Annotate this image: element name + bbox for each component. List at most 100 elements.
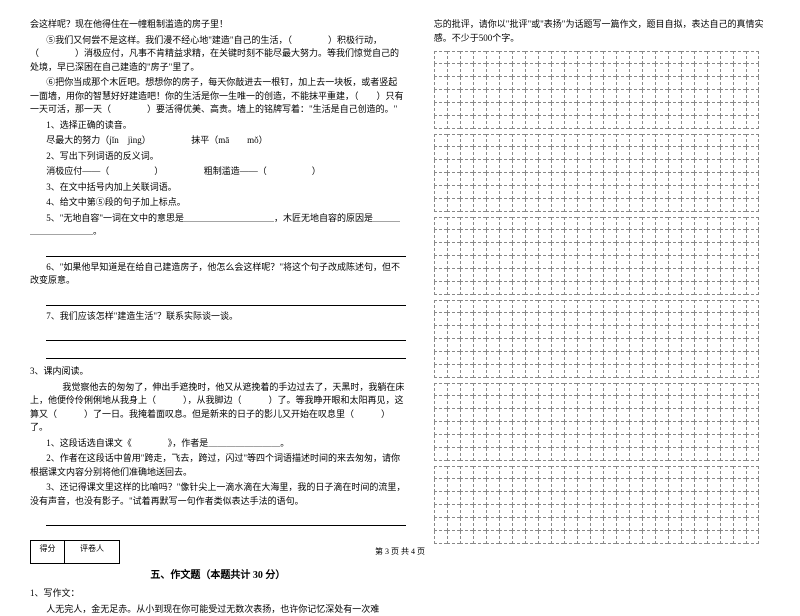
grid-cell	[551, 518, 564, 531]
grid-cell	[733, 173, 746, 186]
grid-cell	[460, 448, 473, 461]
grid-cell	[551, 531, 564, 544]
grid-cell	[707, 90, 720, 103]
grid-cell	[603, 147, 616, 160]
grid-cell	[499, 505, 512, 518]
grid-row	[434, 448, 770, 461]
grid-cell	[603, 217, 616, 230]
grid-cell	[655, 531, 668, 544]
grid-cell	[681, 256, 694, 269]
grid-cell	[616, 383, 629, 396]
grid-row	[434, 64, 770, 77]
grid-cell	[486, 396, 499, 409]
grid-cell	[499, 64, 512, 77]
grid-cell	[525, 531, 538, 544]
grid-cell	[434, 103, 447, 116]
grid-cell	[486, 313, 499, 326]
grid-cell	[616, 199, 629, 212]
grid-cell	[499, 422, 512, 435]
grid-cell	[720, 531, 733, 544]
grid-row	[434, 365, 770, 378]
grid-cell	[460, 230, 473, 243]
grid-cell	[434, 256, 447, 269]
grid-cell	[577, 422, 590, 435]
grid-cell	[629, 365, 642, 378]
grid-cell	[499, 90, 512, 103]
grid-cell	[512, 313, 525, 326]
grid-cell	[681, 269, 694, 282]
grid-cell	[499, 326, 512, 339]
grid-cell	[642, 479, 655, 492]
grid-cell	[746, 409, 759, 422]
grid-cell	[525, 64, 538, 77]
grid-cell	[525, 492, 538, 505]
grid-cell	[486, 518, 499, 531]
grid-row	[434, 339, 770, 352]
grid-cell	[642, 505, 655, 518]
grid-cell	[499, 116, 512, 129]
grid-cell	[512, 64, 525, 77]
grid-cell	[486, 339, 499, 352]
grid-cell	[551, 243, 564, 256]
grid-cell	[629, 173, 642, 186]
grid-cell	[629, 352, 642, 365]
grid-cell	[668, 365, 681, 378]
grid-cell	[486, 282, 499, 295]
grid-cell	[473, 90, 486, 103]
grid-cell	[668, 147, 681, 160]
grid-cell	[590, 160, 603, 173]
grid-cell	[525, 160, 538, 173]
grid-cell	[486, 217, 499, 230]
grid-cell	[590, 173, 603, 186]
grid-cell	[486, 116, 499, 129]
grid-cell	[720, 492, 733, 505]
grid-cell	[707, 339, 720, 352]
grid-cell	[616, 186, 629, 199]
grid-cell	[733, 466, 746, 479]
grid-cell	[616, 409, 629, 422]
grid-cell	[434, 269, 447, 282]
grid-cell	[720, 173, 733, 186]
grid-cell	[525, 186, 538, 199]
grid-cell	[499, 352, 512, 365]
grid-cell	[642, 313, 655, 326]
grid-cell	[486, 300, 499, 313]
grid-cell	[733, 383, 746, 396]
grid-cell	[525, 365, 538, 378]
grid-cell	[447, 243, 460, 256]
grid-cell	[733, 339, 746, 352]
grid-cell	[590, 505, 603, 518]
question-7: 7、我们应该怎样"建造生活"？联系实际谈一谈。	[30, 310, 406, 324]
grid-cell	[460, 243, 473, 256]
grid-cell	[512, 531, 525, 544]
grid-row	[434, 505, 770, 518]
section-3-q1: 1、这段话选自课文《 》，作者是＿＿＿＿＿＿＿＿。	[30, 437, 406, 451]
grid-cell	[577, 326, 590, 339]
grid-cell	[460, 435, 473, 448]
grid-cell	[434, 199, 447, 212]
grid-cell	[499, 282, 512, 295]
grid-cell	[473, 466, 486, 479]
grid-cell	[473, 365, 486, 378]
grid-cell	[538, 326, 551, 339]
grid-cell	[512, 217, 525, 230]
grid-cell	[668, 243, 681, 256]
grid-cell	[616, 448, 629, 461]
grid-cell	[525, 313, 538, 326]
grid-cell	[486, 383, 499, 396]
grid-cell	[642, 383, 655, 396]
grid-cell	[538, 160, 551, 173]
grid-row	[434, 466, 770, 479]
grid-cell	[668, 518, 681, 531]
grid-cell	[447, 160, 460, 173]
grid-cell	[733, 243, 746, 256]
grid-cell	[486, 435, 499, 448]
grid-row	[434, 256, 770, 269]
grid-cell	[681, 492, 694, 505]
grid-cell	[629, 269, 642, 282]
grid-cell	[538, 466, 551, 479]
grid-cell	[746, 256, 759, 269]
grid-cell	[681, 230, 694, 243]
grid-cell	[512, 160, 525, 173]
grid-cell	[629, 479, 642, 492]
